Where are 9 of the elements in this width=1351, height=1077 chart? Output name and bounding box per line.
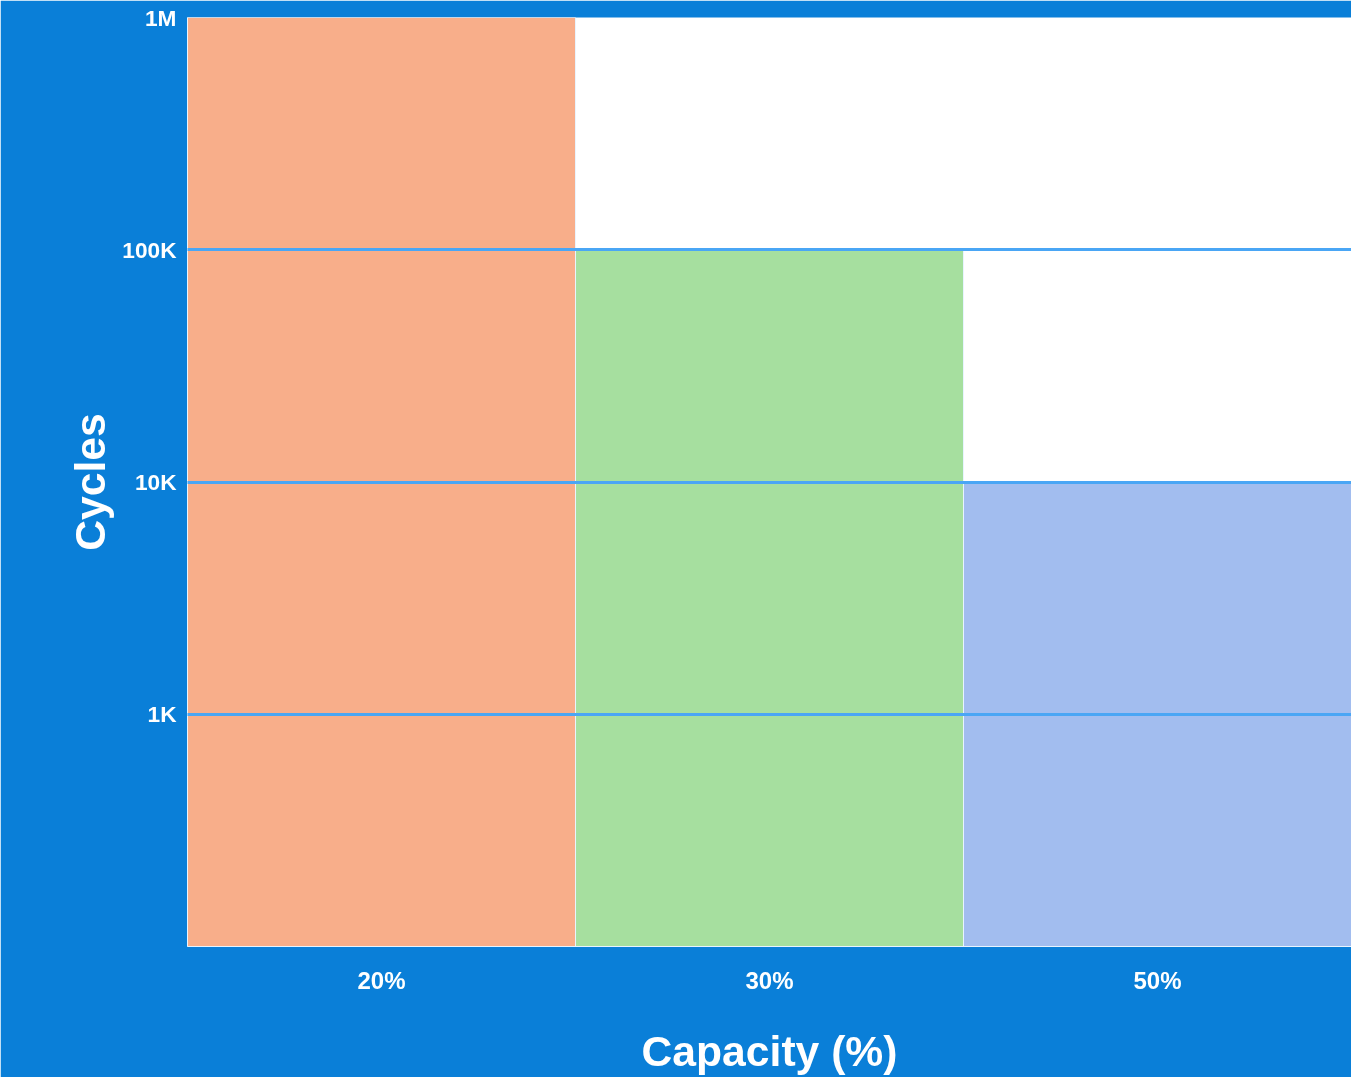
y-axis-title: Cycles: [66, 413, 115, 551]
x-axis-title: Capacity (%): [641, 1026, 898, 1075]
x-tick-label: 50%: [1133, 966, 1182, 994]
y-tick-label: 100K: [122, 236, 178, 263]
y-tick-label: 10K: [134, 469, 178, 495]
y-tick-label: 1K: [147, 701, 178, 728]
x-tick-label: 30%: [745, 966, 794, 994]
x-tick-label: 20%: [357, 966, 406, 994]
y-tick-label: 1M: [145, 4, 177, 31]
